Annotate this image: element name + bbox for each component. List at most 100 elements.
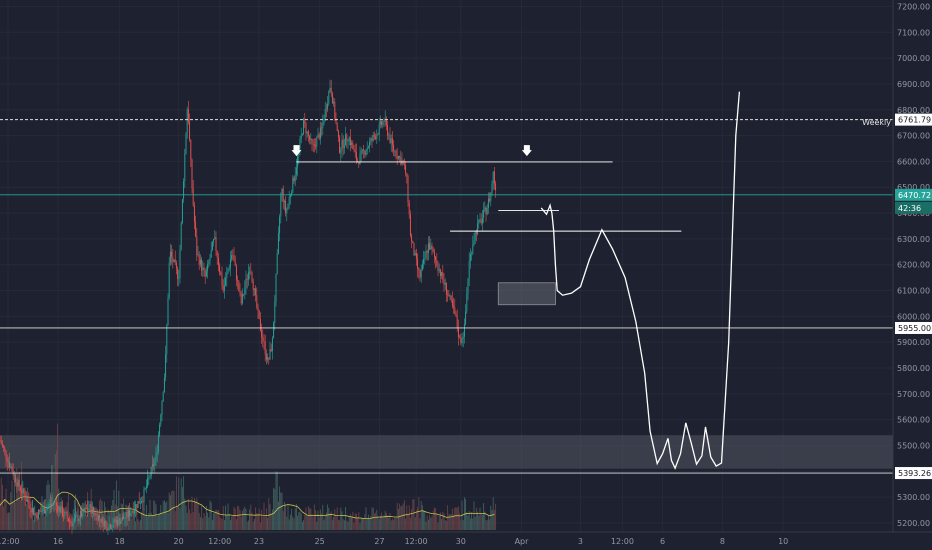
volume-bar	[358, 512, 360, 530]
volume-bar	[354, 513, 356, 530]
candle-body	[354, 149, 356, 153]
volume-bar	[299, 511, 301, 530]
candle-body	[96, 513, 98, 521]
candle-body	[316, 137, 318, 147]
candle-body	[63, 515, 65, 517]
candle-body	[153, 464, 155, 466]
volume-bar	[492, 497, 494, 530]
volume-bar	[379, 515, 381, 530]
candle-body	[334, 102, 336, 119]
candle-body	[85, 507, 87, 509]
volume-bar	[29, 511, 31, 530]
candle-body	[100, 518, 102, 523]
candle-body	[59, 506, 61, 513]
volume-bar	[235, 519, 237, 530]
volume-bar	[457, 506, 459, 530]
volume-bar	[156, 515, 158, 530]
candle-body	[312, 143, 314, 145]
price-tag-label: 5955.00	[898, 324, 931, 333]
candle-body	[240, 293, 242, 304]
candle-body	[246, 278, 248, 280]
candle-body	[21, 491, 23, 494]
time-tick-label: 20	[174, 537, 184, 546]
candle-body	[147, 477, 149, 487]
candle-body	[448, 295, 450, 297]
volume-bar	[495, 503, 497, 530]
candle-body	[411, 235, 413, 242]
volume-bar	[250, 504, 252, 530]
candle-body	[238, 280, 240, 291]
candle-body	[264, 341, 266, 355]
candle-body	[477, 223, 479, 235]
candle-body	[328, 91, 330, 104]
candle-body	[258, 310, 260, 319]
volume-bar	[145, 504, 147, 530]
time-tick-label: 12:00	[405, 537, 428, 546]
candle-body	[423, 258, 425, 264]
volume-bar	[196, 497, 198, 530]
volume-bar	[19, 499, 21, 530]
volume-bar	[478, 515, 480, 530]
price-tick-label: 5200.00	[897, 519, 930, 528]
candle-body	[432, 249, 434, 252]
volume-bar	[355, 513, 357, 530]
volume-bar	[429, 514, 431, 530]
volume-bar	[455, 507, 457, 530]
candle-body	[35, 513, 37, 516]
candle-body	[88, 508, 90, 511]
candle-body	[391, 138, 393, 145]
volume-bar	[24, 487, 26, 530]
time-axis[interactable]: 12:00 16 18 20 12:00 23 25 27 12:00 30 Apr 3 12:00 6 8…	[0, 531, 932, 546]
volume-bar	[187, 498, 189, 530]
candle-body	[400, 157, 402, 165]
volume-bar	[372, 507, 374, 530]
candle-body	[401, 160, 403, 165]
volume-bar	[55, 450, 57, 530]
volume-bar	[6, 513, 8, 530]
volume-bar	[247, 520, 249, 530]
volume-bar	[232, 515, 234, 530]
volume-bar	[231, 516, 233, 530]
candle-body	[172, 256, 174, 262]
candle-body	[166, 325, 168, 355]
volume-bar	[160, 504, 162, 530]
volume-bar	[172, 490, 174, 530]
candle-body	[76, 515, 78, 516]
volume-bar	[409, 517, 411, 530]
candle-body	[420, 269, 422, 278]
candle-body	[275, 274, 277, 303]
volume-bar	[171, 491, 173, 530]
candle-body	[29, 503, 31, 510]
candle-body	[468, 261, 470, 279]
price-axis[interactable]: 5200.005300.005400.005500.005600.005700.…	[895, 2, 932, 528]
candle-body	[384, 118, 386, 122]
volume-bar	[393, 519, 395, 530]
volume-bar	[208, 517, 210, 530]
candle-body	[378, 124, 380, 135]
candle-body	[463, 324, 465, 337]
volume-bar	[472, 518, 474, 530]
volume-bar	[321, 513, 323, 530]
candle-body	[18, 479, 20, 488]
volume-bar	[376, 509, 378, 530]
candle-body	[129, 510, 131, 516]
volume-bar	[198, 512, 200, 530]
volume-bar	[143, 508, 145, 530]
candle-body	[407, 176, 409, 203]
candle-body	[474, 231, 476, 240]
volume-bar	[120, 503, 122, 530]
candle-body	[196, 236, 198, 256]
volume-bar	[426, 515, 428, 530]
volume-bar	[195, 501, 197, 530]
candle-body	[191, 159, 193, 189]
volume-bar	[385, 513, 387, 530]
time-tick-label: 12:00	[611, 537, 634, 546]
volume-bar	[285, 505, 287, 530]
candle-body	[396, 156, 398, 159]
volume-bar	[259, 522, 261, 530]
candle-body	[261, 330, 263, 338]
candle-body	[327, 103, 329, 110]
volume-bar	[253, 518, 255, 530]
volume-bar	[288, 519, 290, 530]
